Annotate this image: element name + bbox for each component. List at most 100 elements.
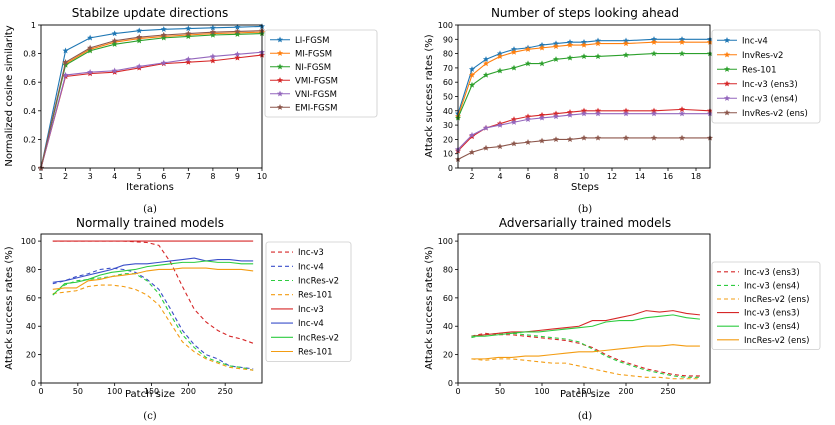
x-tick-label: 250 bbox=[218, 387, 233, 396]
data-point bbox=[209, 28, 216, 35]
y-axis-label: Attack success rates (%) bbox=[424, 246, 435, 370]
y-axis-label: Normalized cosine similarity bbox=[4, 25, 15, 166]
legend-label: VMI-FGSM bbox=[295, 76, 338, 86]
x-tick-label: 200 bbox=[618, 387, 633, 396]
plot-frame bbox=[457, 24, 711, 169]
data-point bbox=[482, 71, 490, 78]
x-tick-label: 0 bbox=[455, 387, 460, 396]
data-point bbox=[209, 57, 216, 64]
data-point bbox=[510, 48, 518, 55]
legend-label: IncRes-v2 (ens) bbox=[744, 336, 809, 346]
legend-marker bbox=[723, 51, 731, 58]
legend-marker bbox=[723, 66, 731, 72]
legend-marker bbox=[276, 77, 284, 83]
data-point bbox=[510, 140, 518, 147]
y-tick-label: 100 bbox=[438, 237, 453, 246]
legend-label: LI-FGSM bbox=[295, 36, 330, 46]
data-point bbox=[136, 33, 143, 40]
y-tick-label: 70 bbox=[443, 64, 453, 73]
data-point bbox=[111, 37, 118, 44]
y-tick-label: 0 bbox=[448, 164, 453, 173]
y-tick-label: 90 bbox=[443, 35, 453, 44]
data-point bbox=[62, 61, 69, 68]
y-tick-label: 60 bbox=[443, 294, 453, 303]
legend-label: InvRes-v2 (ens) bbox=[742, 109, 808, 119]
series-line bbox=[457, 137, 710, 160]
series-line bbox=[457, 113, 710, 150]
legend-label: VNI-FGSM bbox=[295, 90, 337, 100]
legend-label: Inc-v3 (ens3) bbox=[742, 80, 798, 90]
legend-label: MI-FGSM bbox=[295, 49, 332, 59]
y-tick-label: 80 bbox=[26, 265, 36, 274]
y-tick-label: 80 bbox=[443, 265, 453, 274]
data-point bbox=[136, 37, 143, 44]
y-tick-label: 0 bbox=[31, 164, 36, 173]
y-tick-label: 0 bbox=[31, 379, 36, 388]
x-tick-label: 8 bbox=[210, 172, 215, 181]
legend-label: Inc-v3 bbox=[298, 248, 324, 258]
data-point bbox=[160, 31, 167, 38]
data-point bbox=[678, 38, 686, 45]
series-line bbox=[471, 314, 700, 337]
data-point bbox=[650, 38, 658, 45]
x-tick-label: 150 bbox=[576, 387, 591, 396]
legend-marker bbox=[723, 95, 731, 101]
data-point bbox=[524, 116, 532, 122]
data-point bbox=[468, 66, 476, 72]
data-point bbox=[136, 27, 143, 34]
data-point bbox=[234, 23, 241, 30]
x-tick-label: 4 bbox=[112, 172, 117, 181]
data-point bbox=[594, 53, 602, 60]
data-point bbox=[111, 67, 118, 74]
x-axis-label: Patch size bbox=[560, 389, 610, 400]
x-tick-label: 0 bbox=[38, 387, 43, 396]
data-point bbox=[468, 71, 476, 78]
y-tick-label: 20 bbox=[443, 135, 453, 144]
legend-label: Inc-v3 (ens3) bbox=[744, 309, 800, 319]
series-line bbox=[52, 260, 254, 296]
data-point bbox=[185, 56, 192, 62]
series-line bbox=[40, 54, 263, 169]
legend-box bbox=[711, 29, 821, 124]
subfigure-caption: (a) bbox=[143, 204, 157, 215]
data-point bbox=[209, 31, 216, 38]
data-point bbox=[87, 47, 94, 54]
x-tick-label: 10 bbox=[579, 172, 589, 181]
x-tick-label: 8 bbox=[553, 172, 558, 181]
x-tick-label: 5 bbox=[137, 172, 142, 181]
chart-title: Normally trained models bbox=[76, 216, 224, 230]
data-point bbox=[678, 134, 686, 141]
data-point bbox=[566, 54, 574, 61]
legend-label: Res-101 bbox=[298, 348, 332, 358]
y-tick-label: 0.6 bbox=[23, 78, 36, 87]
x-tick-label: 2 bbox=[63, 172, 68, 181]
legend-label: Inc-v4 bbox=[742, 36, 768, 46]
data-point bbox=[580, 134, 588, 141]
data-point bbox=[552, 56, 560, 62]
data-point bbox=[209, 53, 216, 60]
y-axis-label: Attack success rates (%) bbox=[4, 246, 15, 370]
subfigure-caption: (d) bbox=[578, 411, 592, 422]
y-axis-label: Attack success rates (%) bbox=[424, 34, 435, 158]
data-point bbox=[87, 34, 94, 41]
chart-title: Stabilze update directions bbox=[72, 6, 228, 20]
data-point bbox=[538, 137, 546, 144]
series-line bbox=[471, 358, 700, 380]
series-line bbox=[40, 51, 263, 169]
data-point bbox=[62, 47, 69, 54]
data-point bbox=[234, 51, 241, 57]
series-line bbox=[40, 30, 263, 169]
data-point bbox=[566, 41, 574, 48]
data-point bbox=[160, 26, 167, 32]
legend-label: Inc-v4 bbox=[298, 319, 324, 329]
data-point bbox=[160, 59, 167, 66]
legend-marker bbox=[276, 50, 284, 56]
legend-label: Inc-v3 (ens3) bbox=[744, 268, 800, 278]
y-tick-label: 0.8 bbox=[23, 50, 36, 59]
data-point bbox=[468, 149, 476, 155]
data-point bbox=[552, 113, 560, 120]
y-tick-label: 80 bbox=[443, 50, 453, 59]
data-point bbox=[566, 136, 574, 142]
